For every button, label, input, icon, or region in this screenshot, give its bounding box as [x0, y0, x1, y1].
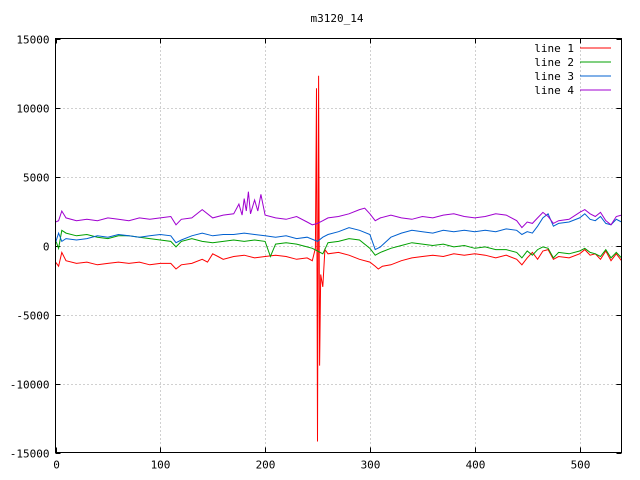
x-tick-label: 500 [571, 459, 591, 472]
y-tick-label: -5000 [16, 310, 49, 323]
chart-title: m3120_14 [311, 12, 364, 25]
y-tick-label: 5000 [23, 172, 50, 185]
series-group [55, 75, 622, 442]
x-tick-label: 0 [53, 459, 60, 472]
series-line-1 [55, 75, 622, 442]
x-tick-label: 400 [466, 459, 486, 472]
plot-frame [55, 38, 622, 453]
legend-label-3: line 3 [534, 70, 574, 83]
series-line-3 [55, 213, 622, 251]
series-line-4 [55, 191, 622, 229]
series-line-2 [55, 229, 622, 259]
x-tick-label: 200 [256, 459, 276, 472]
legend-label-4: line 4 [534, 84, 574, 97]
legend-label-1: line 1 [534, 42, 574, 55]
y-tick-label: 10000 [16, 103, 49, 116]
y-tick-label: 0 [43, 241, 50, 254]
x-tick-label: 100 [151, 459, 171, 472]
y-tick-label: -10000 [10, 379, 50, 392]
y-tick-label: 15000 [16, 34, 49, 47]
axis-ticks: 0 100 200 300 400 500 -15000 -10000 -5000 0 5000 10… [10, 34, 622, 472]
y-tick-label: -15000 [10, 448, 50, 461]
x-tick-label: 300 [361, 459, 381, 472]
legend-label-2: line 2 [534, 56, 574, 69]
grid [55, 38, 622, 453]
